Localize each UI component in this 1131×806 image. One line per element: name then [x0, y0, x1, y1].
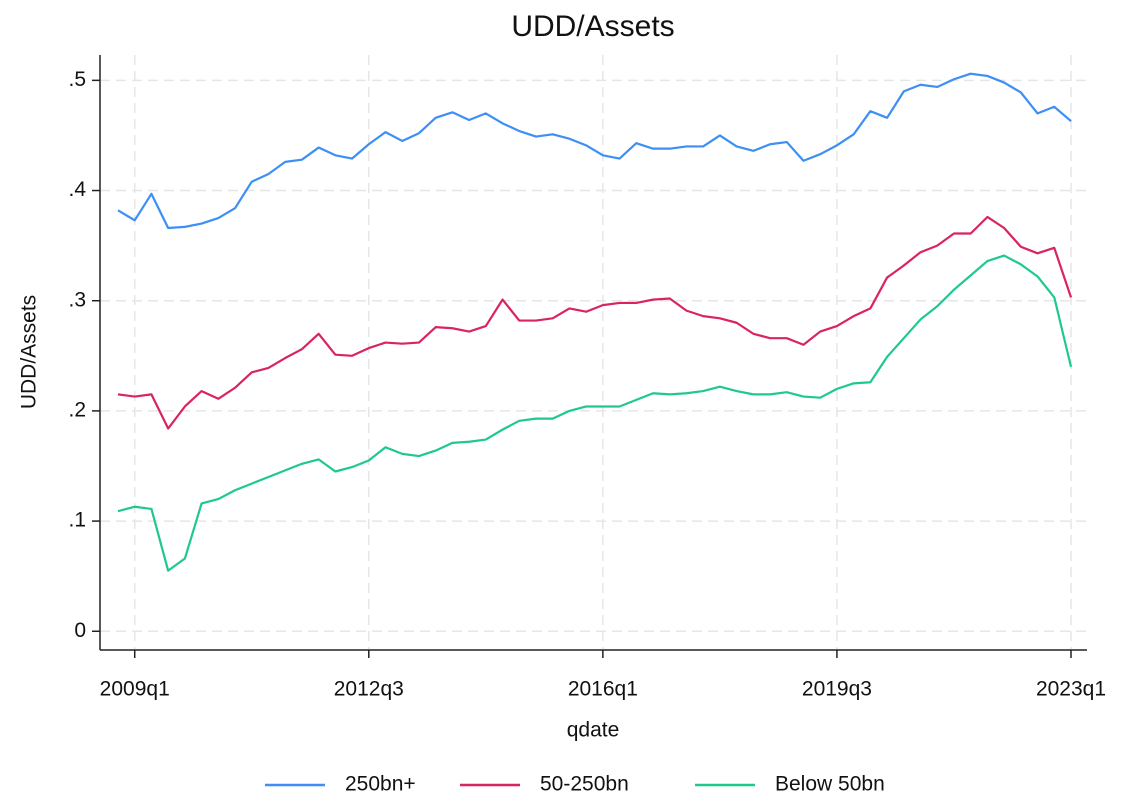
y-tick-label: .1: [68, 509, 86, 532]
x-axis-label: qdate: [567, 719, 620, 742]
y-tick-label: 0: [74, 619, 86, 642]
legend-label: 50-250bn: [540, 773, 629, 796]
legend-label: 250bn+: [345, 773, 416, 796]
x-tick-label: 2012q3: [334, 678, 404, 701]
x-tick-label: 2019q3: [802, 678, 872, 701]
legend-label: Below 50bn: [775, 773, 885, 796]
chart-title: UDD/Assets: [511, 10, 674, 43]
y-axis-label: UDD/Assets: [18, 295, 41, 409]
y-tick-label: .2: [68, 398, 86, 421]
y-tick-label: .4: [68, 178, 86, 201]
y-tick-label: .5: [68, 68, 86, 91]
series-line: [117, 72, 1072, 230]
series-line: [117, 215, 1073, 430]
series-line: [117, 254, 1073, 572]
x-tick-label: 2009q1: [100, 678, 170, 701]
x-tick-label: 2023q1: [1036, 678, 1106, 701]
x-tick-label: 2016q1: [568, 678, 638, 701]
y-tick-label: .3: [68, 288, 86, 311]
